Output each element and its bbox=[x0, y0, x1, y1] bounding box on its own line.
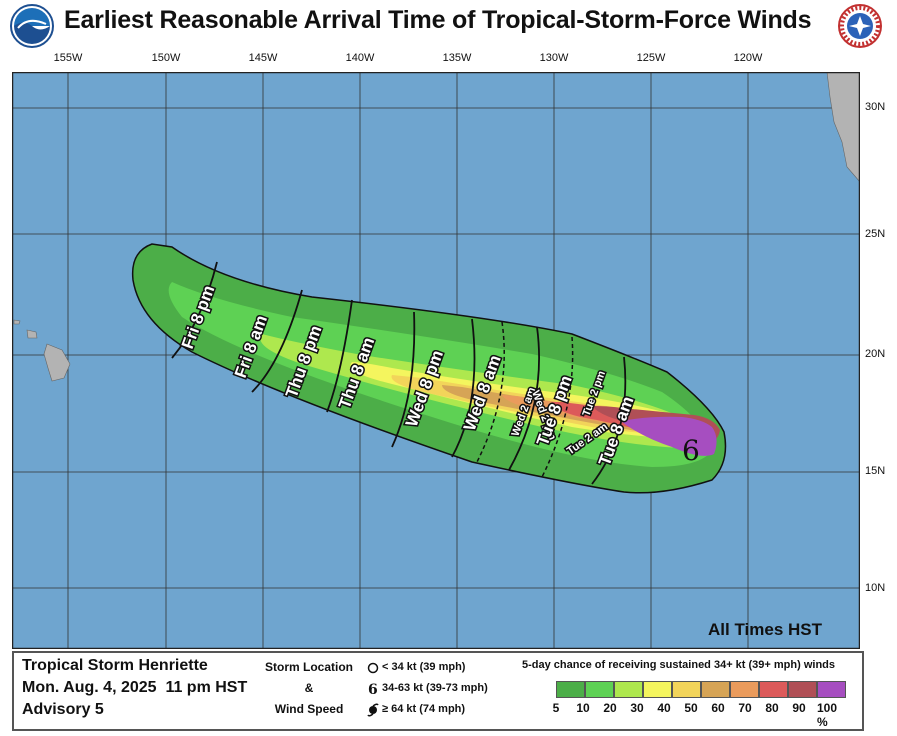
legend-swatch bbox=[817, 681, 846, 698]
legend-tick: 80 bbox=[765, 701, 779, 715]
longitude-labels: 155W 150W 145W 140W 135W 130W 125W 120W bbox=[0, 52, 897, 68]
legend-tick: 60 bbox=[711, 701, 725, 715]
legend-tick: 20 bbox=[603, 701, 617, 715]
advisory-datetime: Mon. Aug. 4, 2025 11 pm HST bbox=[22, 679, 248, 696]
svg-text:6: 6 bbox=[368, 682, 378, 696]
lat-label: 20N bbox=[865, 348, 886, 360]
legend-tick: 50 bbox=[684, 701, 698, 715]
hurricane-icon bbox=[367, 702, 379, 717]
tropical-storm-icon: 6 bbox=[368, 682, 378, 696]
hawaii-island bbox=[43, 343, 71, 382]
key-heading-line: & bbox=[304, 681, 314, 695]
legend-swatch bbox=[759, 681, 788, 698]
page-title: Earliest Reasonable Arrival Time of Trop… bbox=[64, 6, 812, 34]
storm-key-heading: Storm Location & Wind Speed bbox=[259, 657, 359, 720]
time-zone-note: All Times HST bbox=[708, 620, 822, 639]
wind-probability-swath bbox=[131, 243, 727, 494]
noaa-logo bbox=[10, 4, 54, 48]
lon-label: 150W bbox=[151, 52, 181, 64]
legend-tick: 5 bbox=[552, 701, 560, 715]
nws-logo bbox=[838, 4, 882, 48]
legend-swatch bbox=[788, 681, 817, 698]
storm-info: Tropical Storm Henriette Mon. Aug. 4, 20… bbox=[22, 655, 247, 721]
map-border bbox=[12, 72, 860, 649]
lon-label: 155W bbox=[53, 52, 83, 64]
legend-swatch bbox=[585, 681, 614, 698]
lat-label: 30N bbox=[865, 101, 886, 113]
key-item: < 34 kt (39 mph) bbox=[367, 657, 488, 678]
advisory-number: Advisory 5 bbox=[22, 701, 104, 718]
key-heading-line: Storm Location bbox=[264, 660, 353, 674]
legend-swatch bbox=[643, 681, 672, 698]
arrival-time-contours bbox=[171, 261, 627, 485]
key-item-label: 34-63 kt (39-73 mph) bbox=[382, 682, 488, 694]
key-item-label: < 34 kt (39 mph) bbox=[382, 661, 466, 673]
maui-island bbox=[26, 329, 38, 339]
storm-name: Tropical Storm Henriette bbox=[22, 657, 208, 674]
lat-label: 15N bbox=[865, 465, 886, 477]
legend-swatch bbox=[556, 681, 585, 698]
storm-key-items: < 34 kt (39 mph) 6 34-63 kt (39-73 mph) … bbox=[367, 657, 488, 720]
intermediate-contours bbox=[476, 321, 574, 478]
lon-label: 135W bbox=[442, 52, 472, 64]
legend-swatch bbox=[730, 681, 759, 698]
lon-label: 125W bbox=[636, 52, 666, 64]
legend-tick: 10 bbox=[576, 701, 590, 715]
probability-legend-bar bbox=[556, 681, 846, 698]
legend-swatch bbox=[614, 681, 643, 698]
lat-label: 25N bbox=[865, 228, 886, 240]
legend-swatch bbox=[672, 681, 701, 698]
legend-tick: 90 bbox=[792, 701, 806, 715]
key-item-label: ≥ 64 kt (74 mph) bbox=[382, 703, 466, 715]
lon-label: 120W bbox=[733, 52, 763, 64]
legend-title: 5-day chance of receiving sustained 34+ … bbox=[522, 659, 835, 671]
key-heading-line: Wind Speed bbox=[274, 702, 344, 716]
tropical-storm-icon: 6 bbox=[682, 434, 700, 467]
info-panel: Tropical Storm Henriette Mon. Aug. 4, 20… bbox=[12, 651, 864, 731]
hollow-circle-icon bbox=[367, 662, 379, 673]
key-item: ≥ 64 kt (74 mph) bbox=[367, 699, 488, 720]
map-panel: 6 Fri 8 pm Fri 8 am Thu 8 pm Thu 8 am We… bbox=[12, 72, 860, 649]
mexico-coast bbox=[826, 72, 860, 183]
lon-label: 145W bbox=[248, 52, 278, 64]
legend-ticks: 5 10 20 30 40 50 60 70 80 90 100 % bbox=[542, 701, 862, 729]
lon-label: 140W bbox=[345, 52, 375, 64]
legend-tick: 70 bbox=[738, 701, 752, 715]
legend-tick: 30 bbox=[630, 701, 644, 715]
legend-swatch bbox=[701, 681, 730, 698]
molokai-island bbox=[13, 319, 21, 325]
legend-tick: 100 % bbox=[817, 701, 838, 729]
lat-label: 10N bbox=[865, 582, 886, 594]
legend-tick: 40 bbox=[657, 701, 671, 715]
key-item: 6 34-63 kt (39-73 mph) bbox=[367, 678, 488, 699]
lon-label: 130W bbox=[539, 52, 569, 64]
